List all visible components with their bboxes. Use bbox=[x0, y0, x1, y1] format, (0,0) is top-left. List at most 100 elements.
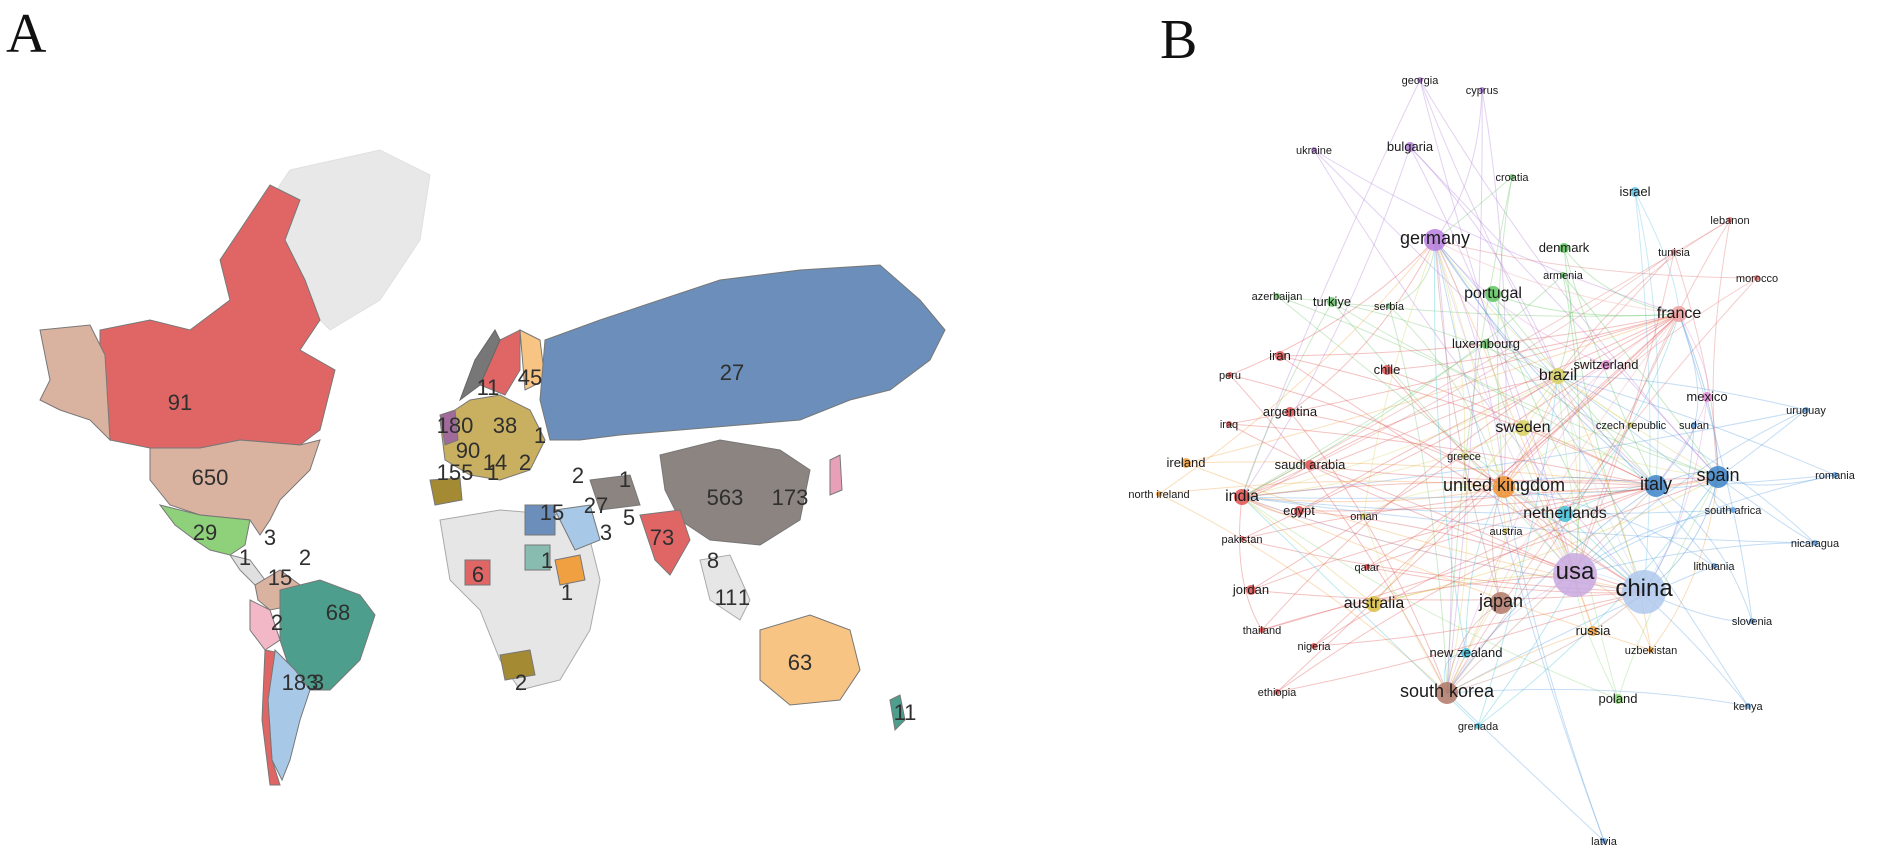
network-node[interactable]: chile bbox=[1374, 362, 1401, 377]
network-node-circle[interactable] bbox=[1436, 682, 1458, 704]
network-node-circle[interactable] bbox=[1294, 506, 1304, 516]
network-node-circle[interactable] bbox=[1711, 563, 1717, 569]
network-node[interactable]: romania bbox=[1815, 470, 1856, 482]
network-node-circle[interactable] bbox=[1327, 297, 1337, 307]
network-node-circle[interactable] bbox=[1754, 275, 1760, 281]
network-node[interactable]: latvia bbox=[1591, 836, 1618, 848]
network-node-circle[interactable] bbox=[1503, 528, 1509, 534]
network-node-circle[interactable] bbox=[1812, 540, 1818, 546]
network-node-circle[interactable] bbox=[1366, 596, 1382, 612]
network-node-circle[interactable] bbox=[1382, 365, 1392, 375]
network-node[interactable]: kenya bbox=[1733, 701, 1763, 713]
network-node-circle[interactable] bbox=[1239, 536, 1245, 542]
network-node[interactable]: turkiye bbox=[1313, 294, 1351, 309]
network-node[interactable]: thailand bbox=[1243, 625, 1282, 637]
network-node-circle[interactable] bbox=[1730, 507, 1736, 513]
network-node[interactable]: georgia bbox=[1402, 75, 1440, 87]
network-node[interactable]: united kingdom bbox=[1443, 475, 1565, 498]
network-node[interactable]: iraq bbox=[1220, 419, 1238, 431]
network-node-circle[interactable] bbox=[1645, 475, 1667, 497]
network-node[interactable]: tunisia bbox=[1658, 247, 1691, 259]
network-node-circle[interactable] bbox=[1613, 694, 1623, 704]
network-node-circle[interactable] bbox=[1417, 77, 1423, 83]
network-node[interactable]: china bbox=[1615, 570, 1673, 614]
network-node-circle[interactable] bbox=[1493, 476, 1515, 498]
network-node-circle[interactable] bbox=[1832, 472, 1838, 478]
network-node[interactable]: italy bbox=[1640, 474, 1672, 497]
network-node[interactable]: new zealand bbox=[1430, 645, 1503, 660]
network-node-circle[interactable] bbox=[1311, 147, 1317, 153]
network-node-circle[interactable] bbox=[1648, 647, 1654, 653]
network-node-circle[interactable] bbox=[1628, 422, 1634, 428]
network-node[interactable]: oman bbox=[1350, 511, 1378, 523]
network-node[interactable]: sweden bbox=[1495, 419, 1551, 436]
network-node[interactable]: austria bbox=[1489, 526, 1523, 538]
network-node-circle[interactable] bbox=[1490, 592, 1512, 614]
network-node[interactable]: armenia bbox=[1543, 270, 1584, 282]
network-node[interactable]: lebanon bbox=[1710, 215, 1749, 227]
network-node[interactable]: india bbox=[1225, 488, 1259, 505]
network-node[interactable]: usa bbox=[1553, 553, 1597, 597]
network-node[interactable]: morocco bbox=[1736, 273, 1778, 285]
network-node-circle[interactable] bbox=[1671, 249, 1677, 255]
network-node-circle[interactable] bbox=[1630, 187, 1640, 197]
network-node-circle[interactable] bbox=[1285, 407, 1295, 417]
network-node-circle[interactable] bbox=[1601, 360, 1611, 370]
network-node-circle[interactable] bbox=[1275, 351, 1285, 361]
network-node[interactable]: brazil bbox=[1539, 367, 1577, 384]
network-node[interactable]: poland bbox=[1598, 691, 1637, 706]
network-node[interactable]: peru bbox=[1219, 370, 1241, 382]
network-node[interactable]: denmark bbox=[1539, 240, 1590, 255]
network-node[interactable]: slovenia bbox=[1732, 616, 1773, 628]
network-node[interactable]: cyprus bbox=[1466, 85, 1499, 97]
network-node[interactable]: north ireland bbox=[1128, 489, 1189, 501]
network-node[interactable]: lithuania bbox=[1694, 561, 1736, 573]
network-node[interactable]: nicaragua bbox=[1791, 538, 1840, 550]
network-node[interactable]: iran bbox=[1269, 348, 1291, 363]
network-node-circle[interactable] bbox=[1361, 513, 1367, 519]
network-node-circle[interactable] bbox=[1234, 489, 1250, 505]
network-node-circle[interactable] bbox=[1707, 466, 1729, 488]
network-node[interactable]: mexico bbox=[1686, 389, 1727, 404]
network-node-circle[interactable] bbox=[1274, 689, 1280, 695]
network-node-circle[interactable] bbox=[1557, 506, 1573, 522]
network-node[interactable]: ukraine bbox=[1296, 145, 1332, 157]
network-node-circle[interactable] bbox=[1156, 491, 1162, 497]
network-node-circle[interactable] bbox=[1601, 838, 1607, 844]
network-node[interactable]: germany bbox=[1400, 228, 1470, 251]
network-node[interactable]: greece bbox=[1447, 451, 1481, 463]
network-node[interactable]: australia bbox=[1344, 595, 1405, 612]
network-node[interactable]: switzerland bbox=[1573, 357, 1638, 372]
network-node-circle[interactable] bbox=[1485, 286, 1501, 302]
network-node[interactable]: egypt bbox=[1283, 503, 1315, 518]
network-node-circle[interactable] bbox=[1405, 142, 1415, 152]
network-node[interactable]: south africa bbox=[1705, 505, 1763, 517]
network-node-circle[interactable] bbox=[1749, 618, 1755, 624]
network-node-circle[interactable] bbox=[1424, 229, 1446, 251]
network-node-circle[interactable] bbox=[1560, 272, 1566, 278]
network-node-circle[interactable] bbox=[1588, 626, 1598, 636]
network-node[interactable]: uruguay bbox=[1786, 405, 1826, 417]
network-node-circle[interactable] bbox=[1559, 243, 1569, 253]
network-node-circle[interactable] bbox=[1509, 174, 1515, 180]
network-node-circle[interactable] bbox=[1246, 585, 1256, 595]
network-node-circle[interactable] bbox=[1475, 723, 1481, 729]
network-node-circle[interactable] bbox=[1550, 368, 1566, 384]
network-node[interactable]: jordan bbox=[1232, 582, 1269, 597]
network-node[interactable]: portugal bbox=[1464, 285, 1522, 302]
network-node[interactable]: russia bbox=[1576, 623, 1611, 638]
network-node-circle[interactable] bbox=[1181, 458, 1191, 468]
network-node-circle[interactable] bbox=[1691, 422, 1697, 428]
network-node[interactable]: netherlands bbox=[1523, 505, 1607, 522]
network-node-circle[interactable] bbox=[1386, 303, 1392, 309]
network-node-circle[interactable] bbox=[1479, 87, 1485, 93]
network-node[interactable]: qatar bbox=[1354, 562, 1379, 574]
network-node-circle[interactable] bbox=[1622, 570, 1666, 614]
network-node-circle[interactable] bbox=[1481, 339, 1491, 349]
network-node-circle[interactable] bbox=[1364, 564, 1370, 570]
network-node[interactable]: pakistan bbox=[1222, 534, 1263, 546]
network-node-circle[interactable] bbox=[1305, 460, 1315, 470]
network-node[interactable]: argentina bbox=[1263, 404, 1318, 419]
network-node[interactable]: sudan bbox=[1679, 420, 1709, 432]
network-node-circle[interactable] bbox=[1274, 293, 1280, 299]
